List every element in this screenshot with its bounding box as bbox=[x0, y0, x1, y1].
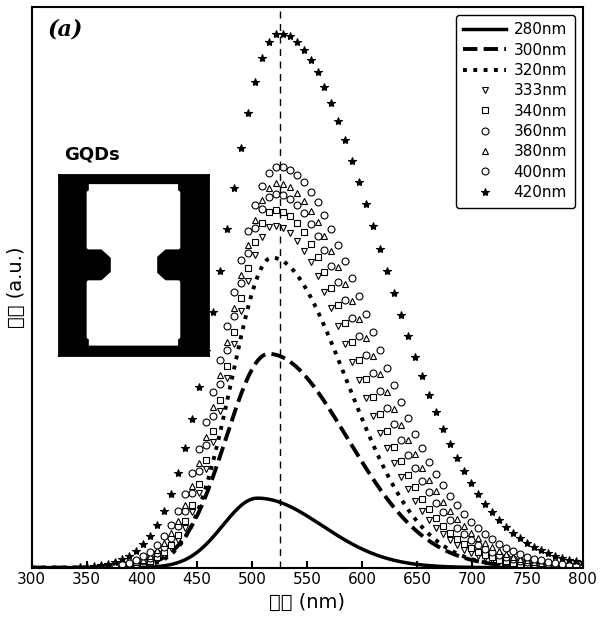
333nm bbox=[328, 305, 335, 312]
300nm bbox=[281, 355, 289, 362]
280nm bbox=[28, 564, 35, 571]
380nm bbox=[258, 196, 265, 204]
360nm bbox=[384, 404, 391, 412]
400nm bbox=[244, 227, 251, 235]
360nm bbox=[272, 190, 279, 197]
400nm bbox=[161, 532, 168, 540]
320nm bbox=[56, 564, 63, 571]
340nm bbox=[405, 471, 412, 478]
380nm bbox=[384, 388, 391, 396]
Legend: 280nm, 300nm, 320nm, 333nm, 340nm, 360nm, 380nm, 400nm, 420nm: 280nm, 300nm, 320nm, 333nm, 340nm, 360nm… bbox=[455, 15, 575, 207]
420nm bbox=[516, 534, 524, 542]
420nm bbox=[503, 523, 510, 530]
320nm bbox=[563, 564, 570, 571]
Line: 420nm: 420nm bbox=[76, 30, 586, 571]
360nm bbox=[140, 558, 147, 565]
420nm bbox=[77, 563, 84, 571]
380nm bbox=[272, 179, 279, 186]
280nm bbox=[462, 563, 469, 571]
Line: 340nm: 340nm bbox=[120, 207, 565, 569]
333nm bbox=[237, 307, 245, 314]
Line: 280nm: 280nm bbox=[31, 498, 583, 568]
360nm bbox=[195, 467, 202, 475]
280nm bbox=[563, 564, 570, 571]
Line: 380nm: 380nm bbox=[106, 180, 585, 569]
320nm bbox=[296, 275, 303, 282]
280nm bbox=[56, 564, 63, 571]
340nm bbox=[272, 206, 279, 214]
280nm bbox=[281, 501, 289, 508]
420nm bbox=[537, 547, 544, 554]
Line: 360nm: 360nm bbox=[104, 190, 586, 571]
300nm bbox=[579, 564, 586, 571]
380nm bbox=[104, 563, 112, 571]
400nm bbox=[98, 563, 105, 571]
280nm bbox=[296, 508, 303, 516]
333nm bbox=[272, 222, 279, 230]
400nm bbox=[209, 388, 216, 396]
320nm bbox=[564, 564, 571, 571]
320nm bbox=[28, 564, 35, 571]
340nm bbox=[558, 563, 565, 571]
320nm bbox=[281, 259, 289, 266]
380nm bbox=[195, 459, 202, 467]
Line: 320nm: 320nm bbox=[31, 258, 583, 568]
420nm bbox=[579, 558, 586, 566]
340nm bbox=[370, 393, 377, 400]
400nm bbox=[509, 548, 516, 555]
Line: 333nm: 333nm bbox=[120, 223, 557, 570]
380nm bbox=[579, 563, 586, 570]
300nm bbox=[28, 564, 35, 571]
340nm bbox=[411, 483, 419, 491]
300nm bbox=[296, 366, 303, 374]
360nm bbox=[265, 193, 272, 201]
420nm bbox=[244, 109, 251, 116]
340nm bbox=[175, 531, 182, 539]
Text: GQDs: GQDs bbox=[65, 146, 120, 164]
300nm bbox=[564, 564, 571, 571]
280nm bbox=[564, 564, 571, 571]
420nm bbox=[279, 30, 286, 37]
360nm bbox=[579, 563, 586, 571]
333nm bbox=[551, 563, 558, 571]
360nm bbox=[572, 563, 579, 571]
300nm bbox=[462, 555, 469, 562]
300nm bbox=[56, 564, 63, 571]
300nm bbox=[563, 564, 570, 571]
Line: 400nm: 400nm bbox=[98, 163, 586, 570]
320nm bbox=[462, 553, 469, 561]
380nm bbox=[572, 563, 579, 570]
Line: 300nm: 300nm bbox=[31, 354, 583, 568]
280nm bbox=[579, 564, 586, 571]
333nm bbox=[544, 563, 551, 571]
320nm bbox=[268, 254, 275, 261]
333nm bbox=[426, 516, 433, 524]
360nm bbox=[104, 563, 112, 571]
333nm bbox=[342, 340, 349, 347]
380nm bbox=[140, 556, 147, 563]
380nm bbox=[265, 184, 272, 191]
400nm bbox=[516, 550, 524, 558]
Text: (a): (a) bbox=[48, 18, 83, 40]
280nm bbox=[254, 495, 261, 502]
360nm bbox=[258, 205, 265, 212]
Y-axis label: 强度 (a.u.): 强度 (a.u.) bbox=[7, 246, 26, 328]
340nm bbox=[342, 319, 349, 327]
X-axis label: 波长 (nm): 波长 (nm) bbox=[269, 593, 345, 612]
400nm bbox=[579, 562, 586, 569]
333nm bbox=[118, 563, 126, 571]
340nm bbox=[118, 563, 126, 571]
333nm bbox=[251, 252, 259, 259]
420nm bbox=[335, 117, 342, 124]
400nm bbox=[370, 328, 377, 335]
340nm bbox=[307, 240, 314, 248]
420nm bbox=[188, 415, 196, 423]
320nm bbox=[579, 564, 586, 571]
400nm bbox=[272, 163, 279, 171]
300nm bbox=[265, 350, 272, 358]
